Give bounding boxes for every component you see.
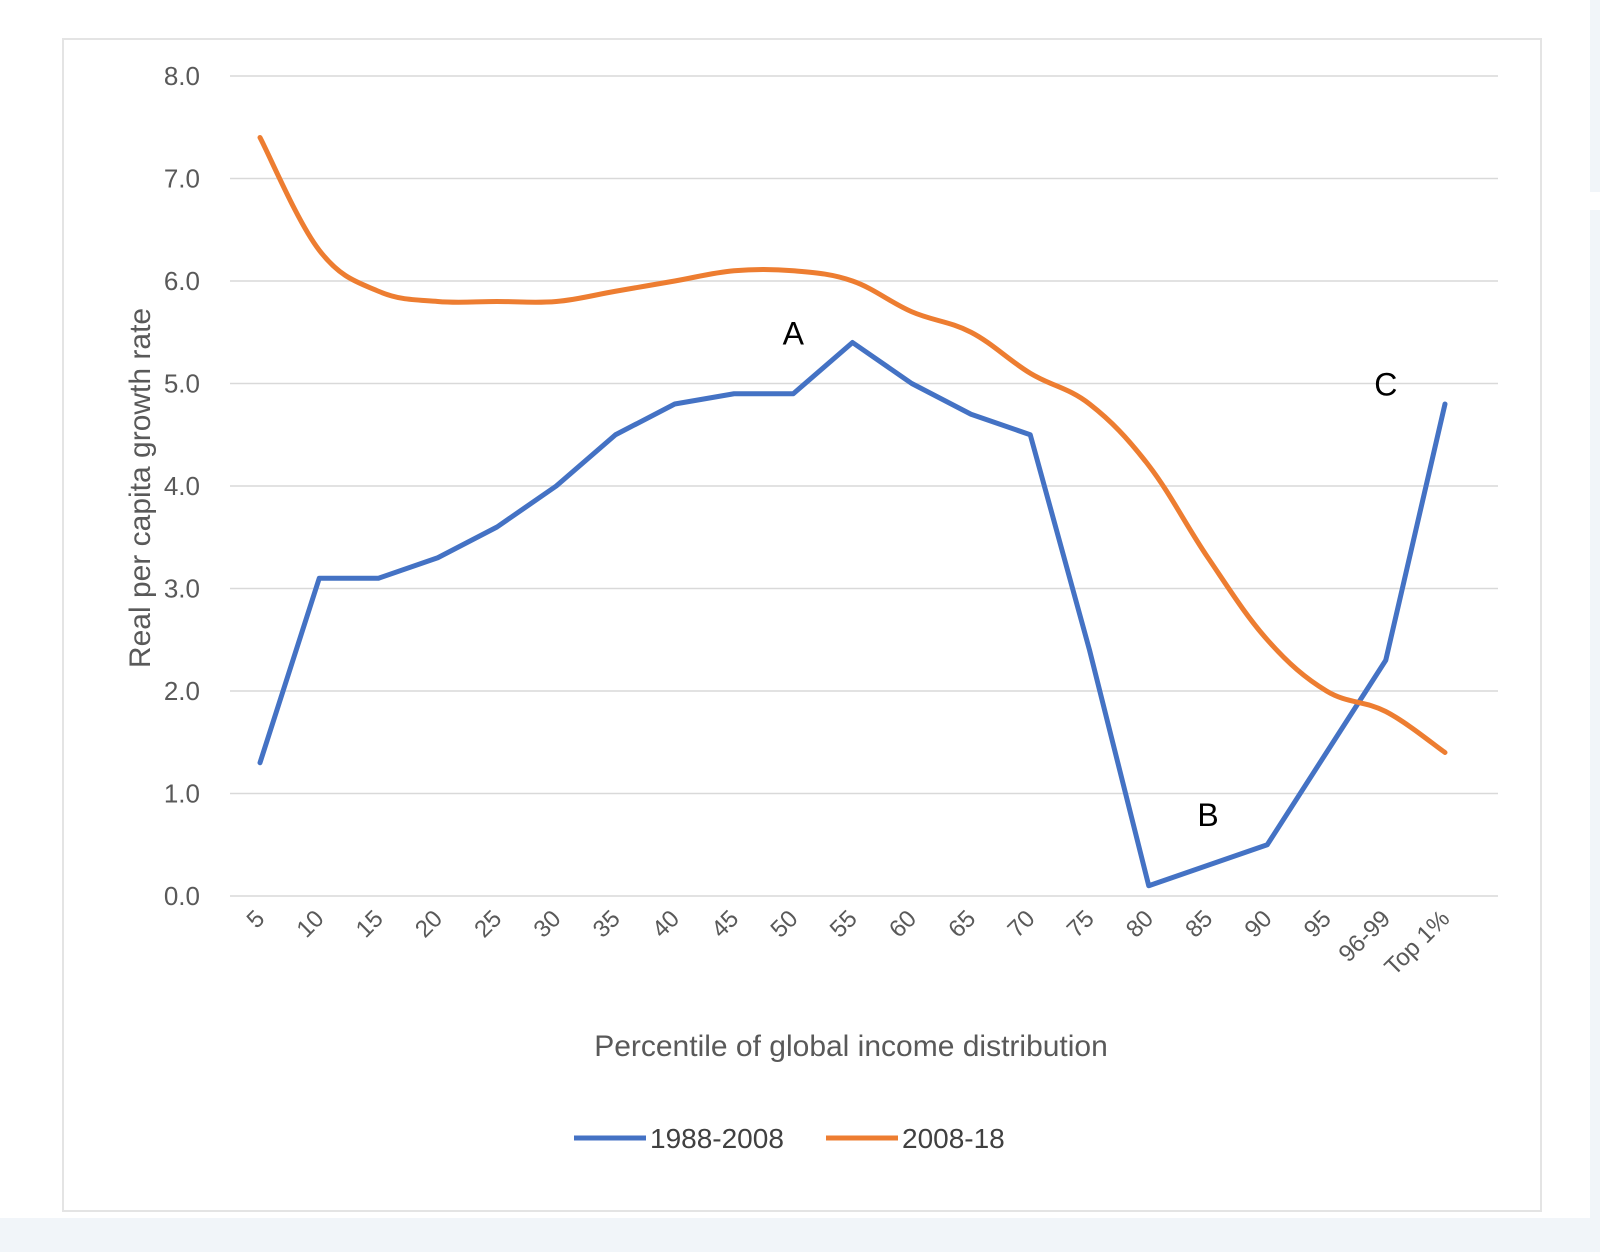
annotation-label: B [1197, 797, 1218, 833]
x-tick-label: 60 [884, 905, 922, 943]
legend-label: 1988-2008 [650, 1123, 784, 1154]
x-tick-label: 35 [588, 905, 626, 943]
y-tick-label: 4.0 [164, 471, 200, 501]
x-tick-label: 15 [351, 905, 389, 943]
legend: 1988-2008 2008-18 [574, 1123, 1005, 1154]
x-tick-label: 65 [943, 905, 981, 943]
y-axis-title: Real per capita growth rate [124, 308, 157, 668]
x-tick-label: 50 [766, 905, 804, 943]
x-tick-label: Top 1% [1380, 905, 1456, 981]
x-axis-title: Percentile of global income distribution [594, 1030, 1108, 1063]
x-tick-label: 85 [1180, 905, 1218, 943]
series-line-1988-2008 [257, 340, 1448, 889]
x-tick-label: 40 [647, 905, 685, 943]
y-tick-label: 0.0 [164, 881, 200, 911]
y-tick-label: 3.0 [164, 574, 200, 604]
page-side-strip [1590, 210, 1600, 1218]
x-tick-label: 80 [1121, 905, 1159, 943]
legend-label: 2008-18 [902, 1123, 1005, 1154]
page-bottom-strip [0, 1218, 1600, 1252]
y-tick-label: 5.0 [164, 369, 200, 399]
annotation-label: A [783, 315, 805, 351]
y-tick-label: 6.0 [164, 266, 200, 296]
x-tick-label: 90 [1240, 905, 1278, 943]
x-tick-label: 45 [706, 905, 744, 943]
x-tick-label: 25 [469, 905, 507, 943]
y-tick-label: 2.0 [164, 676, 200, 706]
x-tick-label: 10 [292, 905, 330, 943]
x-tick-label: 70 [1003, 905, 1041, 943]
chart-frame: 0.0 1.0 2.0 3.0 4.0 5.0 6.0 7.0 8.0 5 10 15 20 25 30 3… [62, 38, 1542, 1212]
y-tick-label: 1.0 [164, 779, 200, 809]
x-tick-label: 5 [242, 905, 271, 934]
x-tick-label: 95 [1299, 905, 1337, 943]
x-tick-label: 20 [410, 905, 448, 943]
series-line-2008-18 [257, 135, 1448, 755]
x-tick-label: 30 [529, 905, 567, 943]
y-tick-label: 7.0 [164, 164, 200, 194]
x-tick-label: 55 [825, 905, 863, 943]
annotation-label: C [1374, 367, 1397, 403]
page-side-strip [1590, 0, 1600, 192]
y-tick-label: 8.0 [164, 61, 200, 91]
line-chart: 0.0 1.0 2.0 3.0 4.0 5.0 6.0 7.0 8.0 5 10 15 20 25 30 3… [124, 61, 1498, 1154]
x-tick-label: 75 [1062, 905, 1100, 943]
